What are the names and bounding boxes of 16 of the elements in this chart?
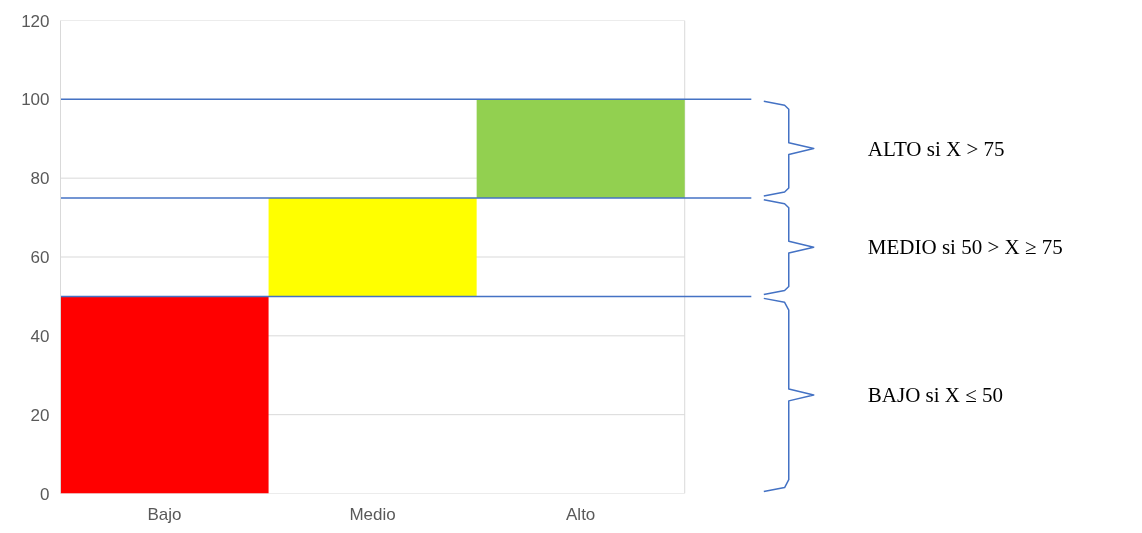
y-tick-label: 100 (21, 90, 50, 110)
bar (476, 99, 685, 198)
bar (268, 197, 477, 297)
y-tick-label: 40 (30, 326, 50, 346)
y-tick-label: 0 (40, 484, 50, 504)
text: MEDIO si 50 > X ≥ 75 (867, 235, 1063, 260)
y-tick-label: 20 (30, 405, 50, 425)
x-tick-label: Alto (566, 504, 596, 524)
y-tick-label: 120 (21, 11, 50, 31)
x-tick-label: Bajo (147, 504, 182, 524)
bar (60, 296, 269, 494)
x-tick-label: Medio (349, 504, 396, 524)
text: ALTO si X > 75 (867, 136, 1005, 161)
text: BAJO si X ≤ 50 (867, 382, 1004, 407)
y-tick-label: 80 (30, 169, 50, 189)
y-tick-label: 60 (30, 248, 50, 267)
